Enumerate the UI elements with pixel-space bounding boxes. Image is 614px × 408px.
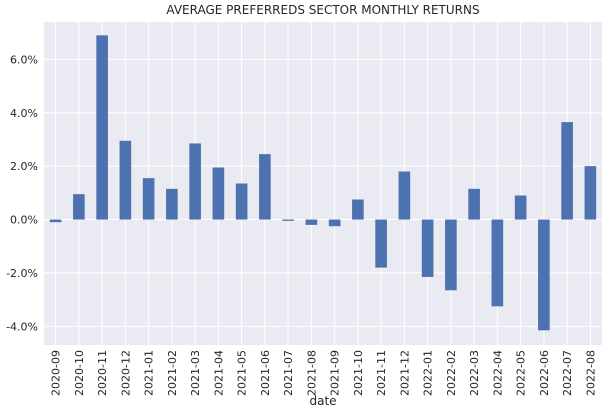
x-tick-label: 2022-01: [422, 350, 435, 396]
x-tick-label: 2021-09: [329, 350, 342, 396]
x-tick-label: 2022-07: [561, 350, 574, 396]
x-tick-label: 2022-03: [468, 350, 481, 396]
bar-2021-09: [328, 219, 341, 227]
x-tick-label: 2022-05: [515, 350, 528, 396]
y-tick-label: -4.0%: [6, 320, 38, 333]
bars: [49, 35, 597, 331]
x-tick-label: 2020-10: [73, 350, 86, 396]
x-tick-label: 2021-07: [282, 350, 295, 396]
x-tick-label: 2021-08: [305, 350, 318, 396]
bar-2021-12: [398, 171, 411, 220]
x-tick-label: 2021-12: [398, 350, 411, 396]
bar-2020-09: [49, 219, 62, 223]
x-tick-label: 2021-04: [212, 350, 225, 396]
bar-2022-08: [584, 166, 597, 220]
bar-2021-05: [235, 183, 248, 220]
bar-2020-11: [96, 35, 108, 220]
bar-2021-11: [375, 219, 387, 268]
bar-2022-07: [561, 122, 573, 220]
bar-2021-08: [305, 219, 318, 225]
x-tick-label: 2022-08: [584, 350, 597, 396]
bar-2022-04: [491, 219, 504, 307]
bar-2021-04: [212, 167, 225, 220]
x-tick-labels: 2020-09 2020-10 2020-11 2020-12 2021-01 2021-…: [50, 350, 598, 396]
bar-2020-12: [119, 140, 132, 220]
x-tick-label: 2020-11: [96, 350, 109, 396]
bar-2022-02: [445, 219, 457, 291]
bar-2021-07: [282, 219, 294, 221]
x-tick-label: 2022-02: [445, 350, 458, 396]
plot-background: [44, 22, 602, 345]
y-tick-label: 4.0%: [10, 107, 38, 120]
x-tick-label: 2022-04: [491, 350, 504, 396]
y-tick-label: -2.0%: [6, 267, 38, 280]
bar-2022-01: [421, 219, 434, 277]
y-tick-label: 6.0%: [10, 53, 38, 66]
bar-2022-06: [538, 219, 550, 331]
bar-2021-01: [142, 178, 155, 220]
x-tick-label: 2021-11: [375, 350, 388, 396]
x-tick-label: 2021-03: [189, 350, 202, 396]
bar-2021-10: [352, 199, 364, 220]
y-tick-label: 2.0%: [10, 160, 38, 173]
x-tick-label: 2021-06: [259, 350, 272, 396]
y-tick-labels: -4.0% -2.0% 0.0% 2.0% 4.0% 6.0%: [6, 53, 38, 333]
chart-title: AVERAGE PREFERREDS SECTOR MONTHLY RETURN…: [166, 3, 479, 17]
x-tick-label: 2021-10: [352, 350, 365, 396]
x-tick-label: 2022-06: [538, 350, 551, 396]
bar-2021-06: [259, 154, 271, 220]
x-tick-label: 2020-09: [50, 350, 63, 396]
x-tick-label: 2020-12: [119, 350, 132, 396]
x-tick-label: 2021-05: [236, 350, 249, 396]
bar-2021-02: [166, 188, 178, 220]
bar-2022-03: [468, 188, 480, 220]
bar-2022-05: [514, 195, 527, 220]
x-tick-label: 2021-02: [166, 350, 179, 396]
y-tick-label: 0.0%: [10, 214, 38, 227]
x-tick-label: 2021-01: [143, 350, 156, 396]
x-axis-label: date: [309, 394, 336, 408]
bar-2020-10: [73, 194, 85, 220]
bar-2021-03: [189, 143, 201, 220]
